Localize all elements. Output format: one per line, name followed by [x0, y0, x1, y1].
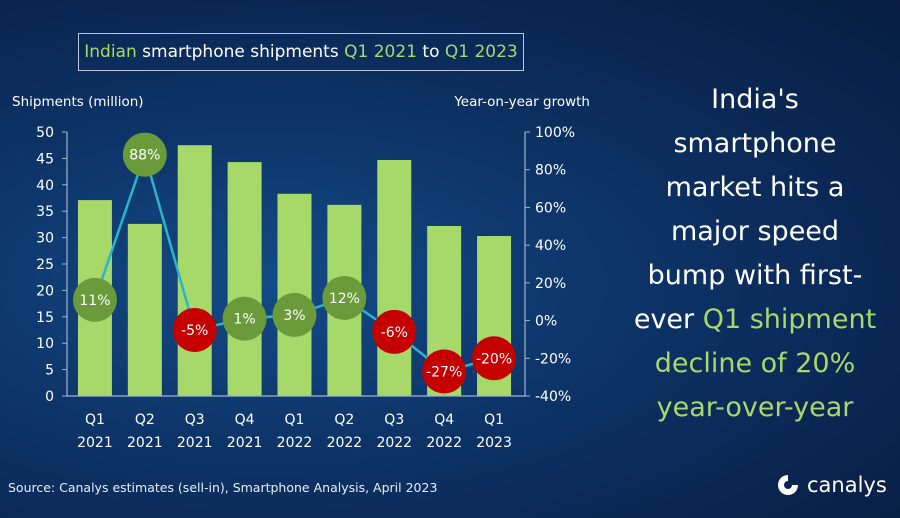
growth-label: 1% [234, 312, 256, 328]
growth-label: 88% [129, 148, 160, 164]
x-tick-label: 2021 [77, 435, 113, 451]
y-tick-label: 5 [45, 363, 54, 379]
x-tick-label: Q1 [484, 412, 504, 428]
bar [177, 145, 212, 396]
headline: India's smartphone market hits a major s… [620, 78, 890, 430]
title-part: Indian [84, 42, 137, 62]
x-tick-label: 2022 [277, 435, 313, 451]
growth-marker [322, 275, 367, 320]
x-tick-label: 2021 [127, 435, 163, 451]
headline-line: ever [633, 304, 703, 335]
x-tick-label: Q1 [285, 412, 305, 428]
bar [227, 162, 262, 396]
growth-label: 12% [329, 291, 360, 307]
y-tick-label: 50 [36, 125, 54, 141]
canalys-logo-icon [778, 475, 798, 495]
growth-label: 3% [283, 308, 305, 324]
source-note: Source: Canalys estimates (sell-in), Sma… [8, 480, 438, 495]
x-tick-label: Q4 [434, 412, 454, 428]
x-tick-label: 2022 [327, 435, 363, 451]
title-part: smartphone shipments [136, 42, 345, 62]
growth-marker [122, 132, 167, 177]
growth-label: -6% [381, 325, 408, 341]
y2-tick-label: -20% [535, 351, 571, 367]
bar [127, 223, 162, 396]
y-tick-label: 40 [36, 178, 54, 194]
growth-marker [472, 336, 517, 381]
headline-line: bump with first- [647, 260, 863, 291]
y-tick-label: 15 [36, 310, 54, 326]
y-tick-label: 45 [36, 151, 54, 167]
y2-tick-label: 40% [535, 238, 566, 254]
y2-tick-label: -40% [535, 389, 571, 405]
title-part: Q1 2021 [344, 42, 417, 62]
growth-label: 11% [79, 293, 110, 309]
y-tick-label: 35 [36, 204, 54, 220]
headline-highlight: year-over-year [656, 392, 854, 423]
y2-tick-label: 20% [535, 276, 566, 292]
x-tick-label: 2021 [227, 435, 263, 451]
growth-marker [172, 308, 217, 352]
y-tick-label: 30 [36, 231, 54, 247]
growth-label: -20% [476, 351, 512, 367]
headline-highlight: Q1 shipment [702, 304, 877, 335]
x-tick-label: 2021 [177, 435, 213, 451]
headline-highlight: decline of 20% [654, 348, 856, 379]
y2-tick-label: 60% [535, 200, 566, 216]
growth-label: -5% [181, 323, 208, 339]
headline-line: India's [711, 84, 799, 115]
x-tick-label: Q2 [334, 412, 354, 428]
headline-line: major speed [670, 216, 840, 247]
y-tick-label: 10 [36, 336, 54, 352]
x-tick-label: 2023 [476, 435, 512, 451]
bar [377, 159, 412, 396]
y2-tick-label: 80% [535, 163, 566, 179]
canalys-logo: canalys [775, 472, 887, 498]
chart-title: Indian smartphone shipments Q1 2021 to Q… [78, 33, 524, 71]
x-tick-label: Q3 [384, 412, 404, 428]
x-tick-label: Q3 [185, 412, 205, 428]
growth-marker [372, 309, 417, 354]
y-tick-label: 0 [45, 389, 54, 405]
y2-tick-label: 100% [535, 125, 575, 141]
y-tick-label: 20 [36, 283, 54, 299]
growth-marker [222, 296, 267, 341]
y-axis-title: Shipments (million) [12, 94, 144, 110]
growth-marker [272, 292, 317, 337]
x-tick-label: 2022 [376, 435, 412, 451]
title-part: Q1 2023 [444, 42, 518, 62]
growth-label: -27% [426, 364, 462, 380]
logo-text: canalys [807, 473, 887, 497]
x-tick-label: Q2 [135, 412, 155, 428]
growth-marker [422, 349, 467, 394]
x-tick-label: Q4 [235, 412, 255, 428]
headline-line: smartphone [673, 128, 837, 159]
headline-line: market hits a [665, 172, 845, 203]
x-tick-label: 2022 [426, 435, 462, 451]
x-tick-label: Q1 [85, 412, 105, 428]
title-part: to [417, 42, 445, 62]
y-tick-label: 25 [36, 257, 54, 273]
growth-marker [72, 277, 117, 322]
y2-tick-label: 0% [535, 314, 557, 330]
y2-axis-title: Year-on-year growth [453, 94, 590, 110]
